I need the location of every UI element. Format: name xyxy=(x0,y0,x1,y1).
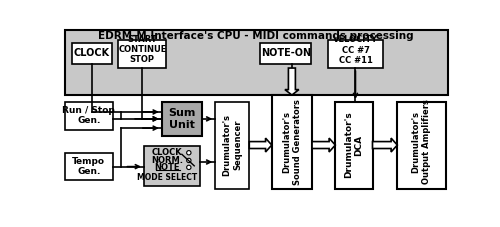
Text: NOTE: NOTE xyxy=(154,163,180,172)
Text: Run / Stop
Gen.: Run / Stop Gen. xyxy=(62,106,115,126)
Polygon shape xyxy=(372,138,398,152)
Polygon shape xyxy=(285,68,299,95)
Bar xyxy=(65,30,448,95)
Text: Tempo
Gen.: Tempo Gen. xyxy=(72,157,106,176)
Text: Drumulator's
Sound Generators: Drumulator's Sound Generators xyxy=(282,99,302,185)
Bar xyxy=(398,102,446,189)
Circle shape xyxy=(186,151,191,155)
Bar xyxy=(65,153,113,180)
Circle shape xyxy=(186,158,191,163)
Bar xyxy=(260,43,312,64)
Bar xyxy=(144,146,201,186)
Bar xyxy=(336,102,372,189)
Bar xyxy=(72,43,112,64)
Polygon shape xyxy=(250,138,272,152)
Text: START
CONTINUE
STOP: START CONTINUE STOP xyxy=(118,35,166,64)
Text: Drumulator's
Sequencer: Drumulator's Sequencer xyxy=(222,114,242,176)
Text: Drumulator's
DCA: Drumulator's DCA xyxy=(344,112,364,178)
Bar xyxy=(65,102,113,130)
Text: EDRM-M Interface's CPU - MIDI commands processing: EDRM-M Interface's CPU - MIDI commands p… xyxy=(98,32,414,42)
Bar xyxy=(118,40,166,68)
Text: Sum
Unit: Sum Unit xyxy=(168,108,196,130)
Text: Drumulator's
Output Amplifiers: Drumulator's Output Amplifiers xyxy=(412,99,431,184)
Circle shape xyxy=(186,165,191,170)
Bar xyxy=(272,95,312,189)
Bar xyxy=(162,102,202,136)
Polygon shape xyxy=(312,138,336,152)
Text: CLOCK: CLOCK xyxy=(74,48,110,58)
Text: CLOCK: CLOCK xyxy=(152,148,182,157)
Bar xyxy=(328,40,382,68)
Text: NORM.: NORM. xyxy=(151,156,183,165)
Text: VELOCITY
CC #7
CC #11: VELOCITY CC #7 CC #11 xyxy=(333,35,378,65)
Bar xyxy=(215,102,250,189)
Text: MODE SELECT: MODE SELECT xyxy=(137,173,197,182)
Text: NOTE-ON: NOTE-ON xyxy=(260,48,311,58)
